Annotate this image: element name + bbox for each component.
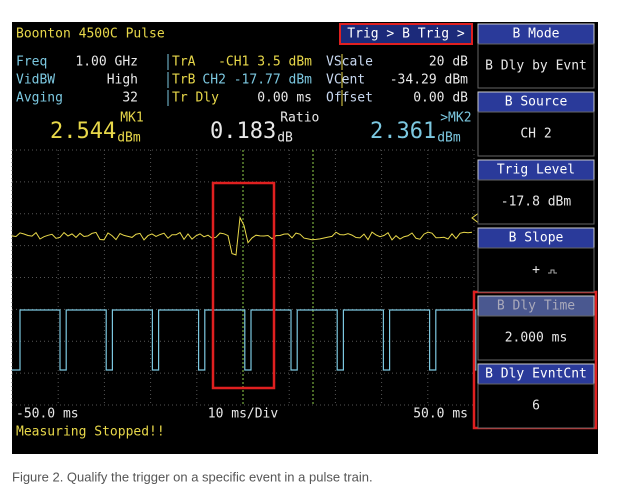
menu-title: Trig Level: [497, 163, 575, 178]
marker-unit: dBm: [117, 131, 141, 146]
readout-value: -34.29 dBm: [390, 73, 468, 88]
menu-body: [477, 111, 595, 157]
menu-value: 2.000 ms: [505, 331, 568, 346]
menu-title: B Slope: [509, 231, 564, 246]
time-start: -50.0 ms: [16, 407, 79, 422]
marker-value: 2.544: [50, 119, 116, 144]
readout-label: Tr Dly: [172, 91, 219, 106]
trace-a: [11, 215, 473, 256]
menu-value: 6: [532, 399, 540, 414]
readout-value: High: [107, 73, 138, 88]
readout-value: -CH1 3.5 dBm: [218, 55, 312, 70]
readout-label: TrA: [172, 55, 196, 70]
menu-value: B Dly by Evnt: [485, 59, 587, 74]
marker-unit: dB: [277, 131, 293, 146]
highlight-box: [211, 181, 276, 390]
readout-value: 0.00 dB: [413, 91, 468, 106]
readout-value: 20 dB: [429, 55, 468, 70]
menu-body: [477, 247, 595, 293]
readout-label: VidBW: [16, 73, 55, 88]
readout-label: Freq: [16, 55, 47, 70]
time-scale: 10 ms/Div: [208, 407, 279, 422]
marker-label: >MK2: [440, 111, 471, 126]
marker-label: MK1: [120, 111, 143, 126]
menu-button[interactable]: B Source CH 2: [477, 91, 595, 157]
device-title: Boonton 4500C Pulse: [16, 27, 165, 42]
trigger-menu-button[interactable]: [339, 23, 473, 45]
menu-button[interactable]: B Dly Time 2.000 ms: [477, 295, 595, 361]
marker-value: 0.183: [210, 119, 276, 144]
marker-value: 2.361: [370, 119, 436, 144]
trace-b: [12, 309, 477, 371]
menu-body: [477, 383, 595, 429]
menu-value: +: [532, 263, 540, 278]
readout-value: 32: [122, 91, 138, 106]
menu-body: [477, 179, 595, 225]
menu-title: B Dly EvntCnt: [485, 367, 587, 382]
menu-value: CH 2: [520, 127, 551, 142]
menu-body: [477, 43, 595, 89]
slope-icon: [548, 269, 557, 274]
menu-button[interactable]: B Slope +: [477, 227, 595, 293]
readout-label: Offset: [326, 91, 373, 106]
menu-title: B Dly Time: [497, 299, 575, 314]
plot-area: [11, 149, 481, 406]
trace-marker: [471, 211, 481, 225]
readout-value: 1.00 GHz: [75, 55, 138, 70]
status-message: Measuring Stopped!!: [16, 425, 165, 440]
readout-label: Avging: [16, 91, 63, 106]
marker-label: Ratio: [280, 111, 319, 126]
marker-unit: dBm: [437, 131, 461, 146]
readout-value: CH2 -17.77 dBm: [202, 73, 312, 88]
readout-label: VScale: [326, 55, 373, 70]
menu-title: B Mode: [513, 27, 560, 42]
menu-button[interactable]: B Dly EvntCnt 6: [477, 363, 595, 429]
readout-label: VCent: [326, 73, 365, 88]
trigger-menu-label: Trig > B Trig >: [347, 27, 465, 42]
figure-caption: Figure 2. Qualify the trigger on a speci…: [12, 469, 373, 484]
menu-title: B Source: [505, 95, 568, 110]
menu-value: -17.8 dBm: [501, 195, 572, 210]
menu-button[interactable]: Trig Level -17.8 dBm: [477, 159, 595, 225]
menu-button[interactable]: B Mode B Dly by Evnt: [477, 23, 595, 89]
time-end: 50.0 ms: [413, 407, 468, 422]
menu-body: [477, 315, 595, 361]
readout-label: TrB: [172, 73, 196, 88]
readout-value: 0.00 ms: [257, 91, 312, 106]
